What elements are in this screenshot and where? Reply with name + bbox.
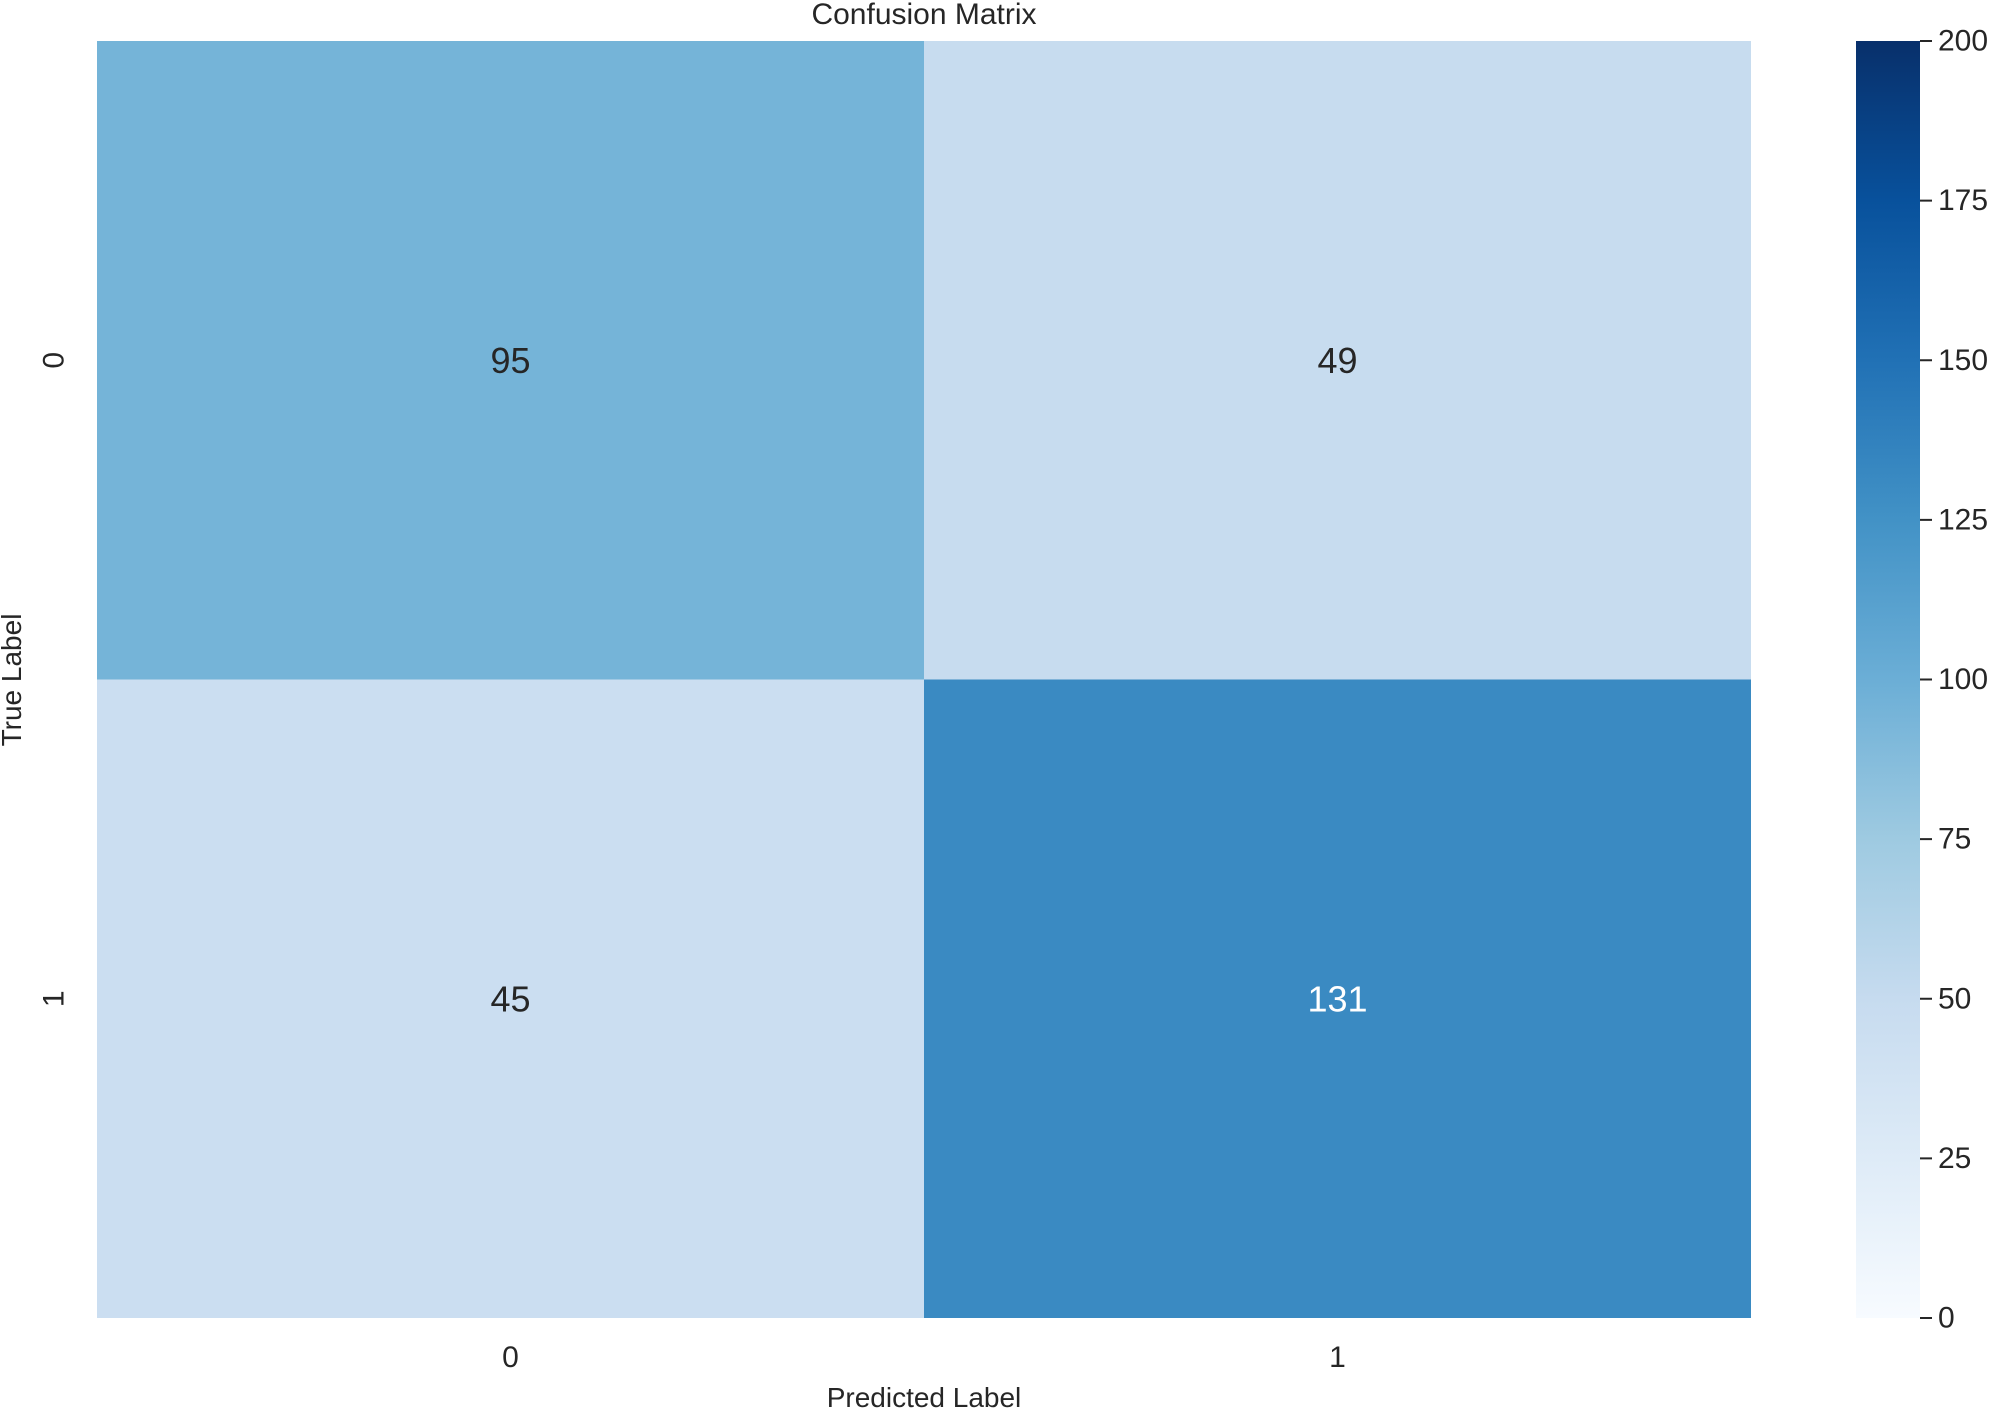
colorbar-tick-label: 175 xyxy=(1938,184,1988,217)
colorbar-tick-label: 50 xyxy=(1938,982,1971,1015)
heatmap-cell xyxy=(97,679,924,1318)
y-tick-label: 0 xyxy=(38,352,71,369)
colorbar-tick-label: 75 xyxy=(1938,823,1971,856)
x-axis-label: Predicted Label xyxy=(827,1382,1022,1408)
heatmap-cell xyxy=(97,41,924,680)
colorbar-tick-label: 0 xyxy=(1938,1302,1955,1335)
cell-value-label: 49 xyxy=(1317,340,1357,381)
colorbar-tick-label: 25 xyxy=(1938,1142,1971,1175)
heatmap-cell xyxy=(924,41,1751,680)
x-tick-label: 1 xyxy=(1329,1341,1346,1374)
colorbar-tick-label: 150 xyxy=(1938,344,1988,377)
x-tick-label: 0 xyxy=(502,1341,519,1374)
colorbar xyxy=(1856,41,1920,1318)
heatmap-cells xyxy=(97,41,1751,1318)
heatmap-cell-labels: 95 49 45 131 xyxy=(490,340,1367,1020)
y-tick-label: 1 xyxy=(38,990,71,1007)
chart-title: Confusion Matrix xyxy=(811,0,1036,31)
colorbar-tick-label: 100 xyxy=(1938,663,1988,696)
colorbar-ticks: 0 25 50 75 100 125 150 175 200 xyxy=(1920,25,1988,1335)
colorbar-tick-label: 125 xyxy=(1938,503,1988,536)
heatmap-cell xyxy=(924,679,1751,1318)
colorbar-tick-label: 200 xyxy=(1938,25,1988,58)
cell-value-label: 45 xyxy=(490,978,530,1019)
cell-value-label: 95 xyxy=(490,340,530,381)
y-axis-label: True Label xyxy=(0,614,27,747)
cell-value-label: 131 xyxy=(1307,978,1367,1019)
y-tick-labels: 01 xyxy=(38,352,71,1007)
